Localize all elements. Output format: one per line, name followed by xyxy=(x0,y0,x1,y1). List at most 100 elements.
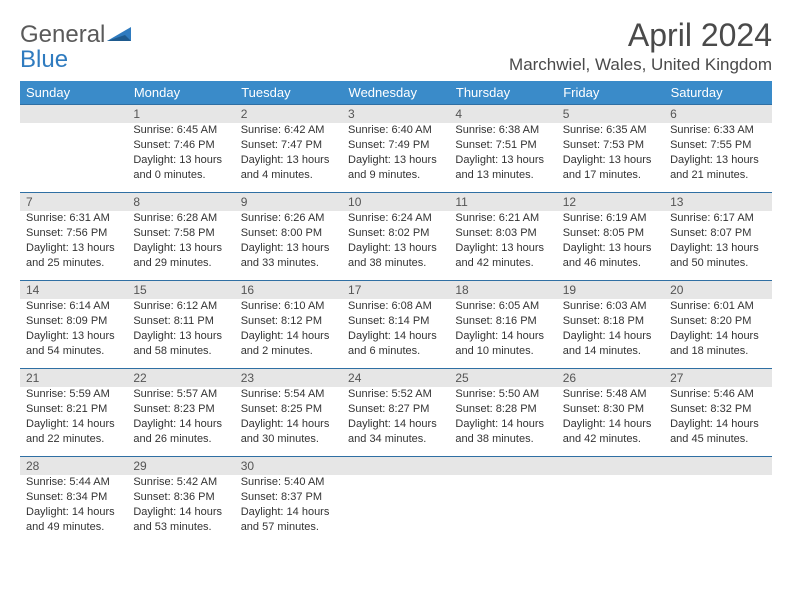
daylight-text: Daylight: 13 hours xyxy=(670,153,765,168)
daylight-text: Daylight: 14 hours xyxy=(670,329,765,344)
calendar-cell: 29Sunrise: 5:42 AMSunset: 8:36 PMDayligh… xyxy=(127,456,234,544)
calendar-cell: 17Sunrise: 6:08 AMSunset: 8:14 PMDayligh… xyxy=(342,280,449,368)
calendar-cell: 25Sunrise: 5:50 AMSunset: 8:28 PMDayligh… xyxy=(449,368,556,456)
day-details: Sunrise: 6:21 AMSunset: 8:03 PMDaylight:… xyxy=(449,211,556,274)
calendar-cell xyxy=(20,104,127,192)
daynum-bar-empty xyxy=(20,104,127,123)
daylight-text: Daylight: 13 hours xyxy=(455,241,550,256)
day-number: 6 xyxy=(664,104,771,123)
daylight-text: Daylight: 14 hours xyxy=(26,505,121,520)
daylight-text: Daylight: 13 hours xyxy=(133,241,228,256)
sunrise-text: Sunrise: 6:19 AM xyxy=(563,211,658,226)
calendar-cell: 20Sunrise: 6:01 AMSunset: 8:20 PMDayligh… xyxy=(664,280,771,368)
daylight-text: Daylight: 13 hours xyxy=(133,329,228,344)
sunset-text: Sunset: 8:20 PM xyxy=(670,314,765,329)
day-details: Sunrise: 5:59 AMSunset: 8:21 PMDaylight:… xyxy=(20,387,127,450)
calendar-body: 1Sunrise: 6:45 AMSunset: 7:46 PMDaylight… xyxy=(20,104,772,544)
sunrise-text: Sunrise: 6:31 AM xyxy=(26,211,121,226)
calendar-cell: 14Sunrise: 6:14 AMSunset: 8:09 PMDayligh… xyxy=(20,280,127,368)
daylight-text: and 14 minutes. xyxy=(563,344,658,359)
day-number: 26 xyxy=(557,368,664,387)
day-details: Sunrise: 5:50 AMSunset: 8:28 PMDaylight:… xyxy=(449,387,556,450)
calendar-cell: 10Sunrise: 6:24 AMSunset: 8:02 PMDayligh… xyxy=(342,192,449,280)
sunrise-text: Sunrise: 6:08 AM xyxy=(348,299,443,314)
day-details: Sunrise: 5:44 AMSunset: 8:34 PMDaylight:… xyxy=(20,475,127,538)
day-details: Sunrise: 6:31 AMSunset: 7:56 PMDaylight:… xyxy=(20,211,127,274)
day-number: 27 xyxy=(664,368,771,387)
calendar-cell: 9Sunrise: 6:26 AMSunset: 8:00 PMDaylight… xyxy=(235,192,342,280)
sunrise-text: Sunrise: 6:45 AM xyxy=(133,123,228,138)
daylight-text: Daylight: 14 hours xyxy=(455,329,550,344)
calendar-cell: 5Sunrise: 6:35 AMSunset: 7:53 PMDaylight… xyxy=(557,104,664,192)
daylight-text: and 21 minutes. xyxy=(670,168,765,183)
sunrise-text: Sunrise: 5:54 AM xyxy=(241,387,336,402)
calendar-cell: 11Sunrise: 6:21 AMSunset: 8:03 PMDayligh… xyxy=(449,192,556,280)
calendar-cell: 4Sunrise: 6:38 AMSunset: 7:51 PMDaylight… xyxy=(449,104,556,192)
day-number: 5 xyxy=(557,104,664,123)
day-details: Sunrise: 6:12 AMSunset: 8:11 PMDaylight:… xyxy=(127,299,234,362)
sunrise-text: Sunrise: 6:01 AM xyxy=(670,299,765,314)
daylight-text: and 49 minutes. xyxy=(26,520,121,535)
calendar-week-row: 7Sunrise: 6:31 AMSunset: 7:56 PMDaylight… xyxy=(20,192,772,280)
daylight-text: Daylight: 14 hours xyxy=(241,329,336,344)
day-number: 15 xyxy=(127,280,234,299)
day-number: 17 xyxy=(342,280,449,299)
day-number: 20 xyxy=(664,280,771,299)
daylight-text: and 34 minutes. xyxy=(348,432,443,447)
sunset-text: Sunset: 7:49 PM xyxy=(348,138,443,153)
sunrise-text: Sunrise: 6:03 AM xyxy=(563,299,658,314)
logo-word1: General xyxy=(20,21,105,48)
day-number: 14 xyxy=(20,280,127,299)
calendar-cell: 2Sunrise: 6:42 AMSunset: 7:47 PMDaylight… xyxy=(235,104,342,192)
calendar-cell: 27Sunrise: 5:46 AMSunset: 8:32 PMDayligh… xyxy=(664,368,771,456)
daylight-text: and 33 minutes. xyxy=(241,256,336,271)
day-number: 23 xyxy=(235,368,342,387)
daylight-text: Daylight: 13 hours xyxy=(133,153,228,168)
day-details: Sunrise: 6:33 AMSunset: 7:55 PMDaylight:… xyxy=(664,123,771,186)
location-text: Marchwiel, Wales, United Kingdom xyxy=(509,55,772,75)
calendar-cell xyxy=(342,456,449,544)
sunrise-text: Sunrise: 5:59 AM xyxy=(26,387,121,402)
daylight-text: Daylight: 13 hours xyxy=(241,241,336,256)
sunrise-text: Sunrise: 6:17 AM xyxy=(670,211,765,226)
sunset-text: Sunset: 7:58 PM xyxy=(133,226,228,241)
sunrise-text: Sunrise: 5:40 AM xyxy=(241,475,336,490)
day-number: 1 xyxy=(127,104,234,123)
day-details: Sunrise: 6:26 AMSunset: 8:00 PMDaylight:… xyxy=(235,211,342,274)
day-number: 16 xyxy=(235,280,342,299)
daylight-text: Daylight: 14 hours xyxy=(241,417,336,432)
calendar-cell: 18Sunrise: 6:05 AMSunset: 8:16 PMDayligh… xyxy=(449,280,556,368)
calendar-cell: 30Sunrise: 5:40 AMSunset: 8:37 PMDayligh… xyxy=(235,456,342,544)
day-details: Sunrise: 5:52 AMSunset: 8:27 PMDaylight:… xyxy=(342,387,449,450)
daylight-text: and 38 minutes. xyxy=(348,256,443,271)
calendar-cell: 21Sunrise: 5:59 AMSunset: 8:21 PMDayligh… xyxy=(20,368,127,456)
daylight-text: and 17 minutes. xyxy=(563,168,658,183)
calendar-cell: 15Sunrise: 6:12 AMSunset: 8:11 PMDayligh… xyxy=(127,280,234,368)
calendar-cell xyxy=(449,456,556,544)
calendar-week-row: 1Sunrise: 6:45 AMSunset: 7:46 PMDaylight… xyxy=(20,104,772,192)
day-header: Wednesday xyxy=(342,81,449,104)
sunset-text: Sunset: 7:55 PM xyxy=(670,138,765,153)
sunrise-text: Sunrise: 6:38 AM xyxy=(455,123,550,138)
day-number: 25 xyxy=(449,368,556,387)
sunrise-text: Sunrise: 6:12 AM xyxy=(133,299,228,314)
daylight-text: and 4 minutes. xyxy=(241,168,336,183)
daylight-text: Daylight: 13 hours xyxy=(26,329,121,344)
sunset-text: Sunset: 8:09 PM xyxy=(26,314,121,329)
daylight-text: Daylight: 14 hours xyxy=(241,505,336,520)
day-number: 8 xyxy=(127,192,234,211)
day-number: 12 xyxy=(557,192,664,211)
daylight-text: Daylight: 13 hours xyxy=(455,153,550,168)
day-number: 11 xyxy=(449,192,556,211)
daylight-text: and 29 minutes. xyxy=(133,256,228,271)
day-details: Sunrise: 6:38 AMSunset: 7:51 PMDaylight:… xyxy=(449,123,556,186)
sunrise-text: Sunrise: 6:24 AM xyxy=(348,211,443,226)
daynum-bar-empty xyxy=(342,456,449,475)
calendar-cell: 23Sunrise: 5:54 AMSunset: 8:25 PMDayligh… xyxy=(235,368,342,456)
day-details: Sunrise: 6:40 AMSunset: 7:49 PMDaylight:… xyxy=(342,123,449,186)
daylight-text: and 18 minutes. xyxy=(670,344,765,359)
sunrise-text: Sunrise: 6:14 AM xyxy=(26,299,121,314)
day-details: Sunrise: 5:46 AMSunset: 8:32 PMDaylight:… xyxy=(664,387,771,450)
day-details: Sunrise: 6:08 AMSunset: 8:14 PMDaylight:… xyxy=(342,299,449,362)
sunrise-text: Sunrise: 5:57 AM xyxy=(133,387,228,402)
